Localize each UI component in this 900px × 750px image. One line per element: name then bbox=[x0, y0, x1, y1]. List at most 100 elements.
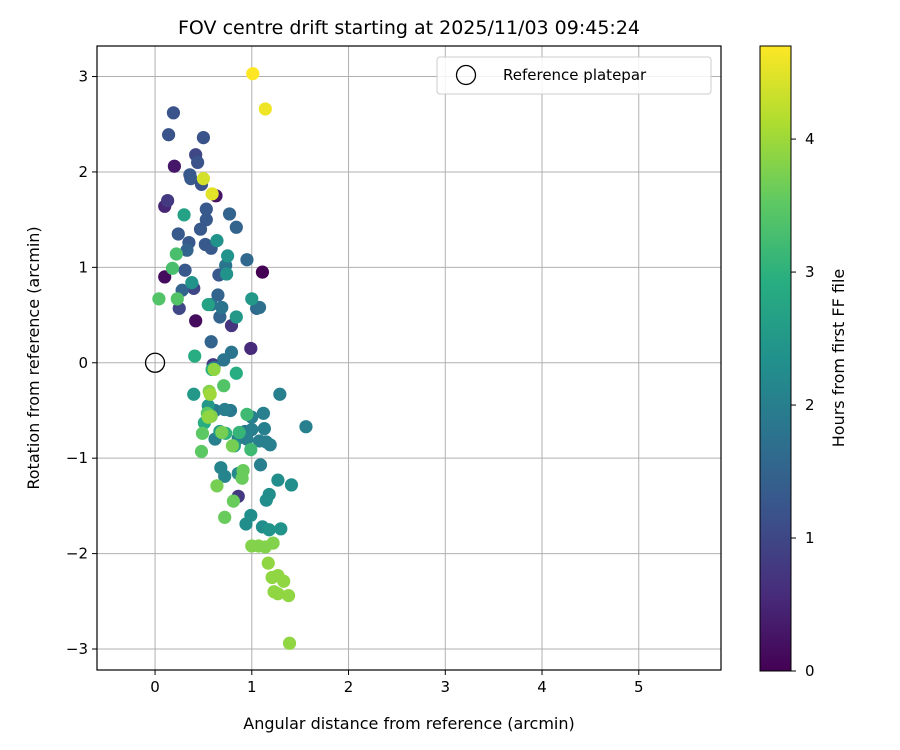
colorbar-tick-label: 4 bbox=[805, 130, 815, 148]
data-point bbox=[188, 349, 202, 363]
x-axis-ticks: 0 1 2 3 4 5 bbox=[150, 670, 644, 696]
y-axis-label: Rotation from reference (arcmin) bbox=[24, 226, 43, 489]
data-point bbox=[167, 159, 181, 173]
data-point bbox=[171, 227, 185, 241]
data-point bbox=[277, 574, 291, 588]
y-tick-label: 0 bbox=[78, 354, 88, 372]
x-tick-label: 1 bbox=[247, 678, 257, 696]
data-point bbox=[165, 261, 180, 275]
data-point bbox=[218, 469, 232, 483]
data-point bbox=[261, 556, 275, 570]
data-point bbox=[244, 442, 258, 457]
data-point bbox=[299, 420, 313, 434]
data-point bbox=[218, 402, 232, 417]
data-point bbox=[187, 387, 201, 401]
data-point bbox=[240, 253, 254, 267]
data-point bbox=[196, 172, 211, 186]
data-point bbox=[220, 267, 234, 281]
data-point bbox=[161, 193, 175, 208]
data-point bbox=[180, 243, 194, 257]
data-point bbox=[218, 510, 232, 524]
data-point bbox=[240, 407, 254, 421]
data-point bbox=[282, 636, 297, 650]
colorbar-ticks: 0 1 2 3 4 bbox=[791, 130, 815, 680]
data-point bbox=[193, 222, 208, 236]
data-point bbox=[177, 208, 191, 222]
reference-point bbox=[144, 352, 166, 373]
data-point bbox=[235, 471, 249, 485]
data-point bbox=[222, 207, 237, 221]
data-point bbox=[257, 422, 271, 436]
data-point bbox=[255, 265, 270, 279]
data-point bbox=[273, 387, 287, 401]
data-point bbox=[215, 300, 229, 315]
colorbar-tick-label: 3 bbox=[805, 263, 815, 281]
colorbar bbox=[759, 45, 792, 672]
data-point bbox=[262, 523, 276, 537]
y-tick-label: 1 bbox=[78, 258, 88, 276]
data-point bbox=[271, 587, 285, 601]
data-point bbox=[204, 335, 218, 349]
data-point bbox=[252, 300, 267, 315]
data-point bbox=[271, 473, 285, 487]
legend-label: Reference platepar bbox=[503, 66, 647, 84]
data-point bbox=[215, 425, 229, 440]
legend-marker bbox=[455, 64, 477, 86]
y-axis-ticks: −3 −2 −1 0 1 2 3 bbox=[66, 68, 97, 658]
colorbar-tick-label: 1 bbox=[805, 529, 815, 547]
data-point bbox=[210, 234, 224, 248]
data-point bbox=[258, 102, 272, 116]
data-point bbox=[217, 379, 231, 393]
data-point bbox=[229, 220, 243, 234]
data-point bbox=[225, 439, 240, 453]
data-point bbox=[207, 362, 221, 377]
data-point bbox=[232, 425, 246, 440]
data-point bbox=[221, 249, 235, 263]
data-point bbox=[158, 270, 172, 284]
data-point bbox=[239, 517, 253, 531]
data-point bbox=[244, 341, 258, 356]
data-point bbox=[195, 426, 210, 440]
data-point bbox=[284, 478, 299, 492]
data-point bbox=[210, 479, 224, 493]
legend-box bbox=[436, 56, 712, 95]
x-tick-label: 5 bbox=[634, 678, 644, 696]
plot-frame bbox=[96, 45, 722, 671]
data-point bbox=[263, 438, 277, 452]
data-point bbox=[229, 310, 243, 324]
data-point bbox=[152, 292, 166, 306]
data-point bbox=[281, 588, 296, 603]
data-point bbox=[185, 276, 199, 290]
data-point bbox=[229, 366, 243, 380]
x-tick-label: 2 bbox=[344, 678, 354, 696]
chart-title: FOV centre drift starting at 2025/11/03 … bbox=[178, 17, 640, 39]
data-point bbox=[217, 353, 231, 367]
data-point bbox=[194, 444, 209, 459]
y-tick-label: −1 bbox=[66, 449, 88, 467]
data-point bbox=[178, 263, 192, 277]
y-tick-label: 2 bbox=[78, 163, 88, 181]
data-point bbox=[252, 434, 267, 448]
data-point bbox=[211, 288, 225, 302]
data-point bbox=[191, 155, 205, 170]
data-point bbox=[161, 128, 176, 142]
data-points bbox=[152, 67, 313, 650]
y-tick-label: 3 bbox=[78, 68, 88, 86]
data-point bbox=[256, 406, 270, 420]
legend: Reference platepar bbox=[436, 56, 712, 95]
data-point bbox=[246, 67, 260, 81]
data-point bbox=[199, 202, 213, 216]
x-tick-label: 4 bbox=[537, 678, 547, 696]
data-point bbox=[199, 213, 213, 227]
colorbar-label: Hours from first FF file bbox=[829, 269, 848, 448]
data-point bbox=[169, 247, 183, 261]
data-point bbox=[205, 187, 219, 201]
data-point bbox=[266, 536, 280, 550]
x-tick-label: 0 bbox=[150, 678, 160, 696]
x-tick-label: 3 bbox=[441, 678, 451, 696]
data-point bbox=[259, 493, 273, 507]
data-point bbox=[203, 387, 217, 401]
x-axis-label: Angular distance from reference (arcmin) bbox=[243, 714, 574, 733]
data-point bbox=[201, 297, 215, 312]
